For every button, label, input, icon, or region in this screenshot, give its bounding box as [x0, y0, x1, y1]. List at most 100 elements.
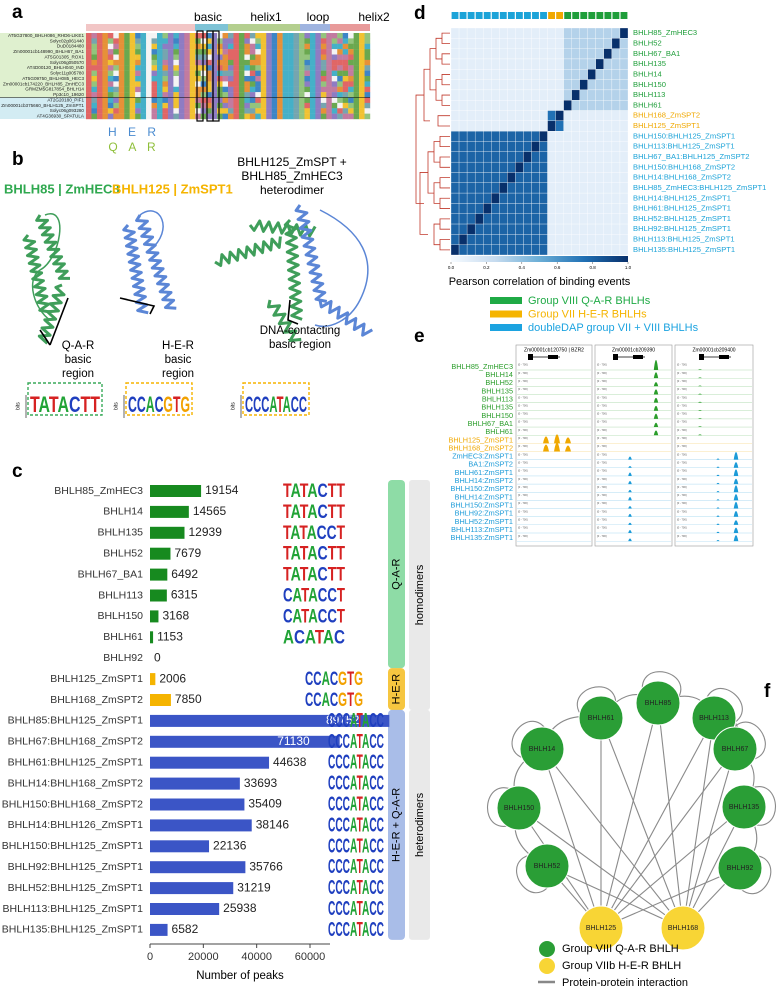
heatmap-cell [499, 223, 508, 235]
heatmap-cell [531, 244, 540, 256]
residue [96, 102, 103, 109]
motif-letter: C [369, 752, 376, 774]
motif-letter: A [307, 481, 317, 502]
residue [233, 102, 240, 109]
heatmap-cell [507, 244, 516, 256]
motif-letter: C [335, 752, 342, 774]
heatmap-cell [555, 203, 564, 214]
residue [146, 76, 152, 82]
residue [348, 108, 354, 114]
motif-logo: CCCATACC [328, 752, 384, 774]
residue [96, 65, 103, 71]
residue [189, 108, 196, 114]
track-range: [0 - 700] [677, 371, 687, 375]
heatmap-cell [579, 38, 588, 49]
motif-letter: C [318, 565, 328, 586]
residue [320, 113, 327, 120]
residue [309, 43, 316, 50]
heatmap-cell [531, 131, 540, 142]
motif-letter: A [308, 586, 318, 607]
residue [233, 92, 240, 98]
sequence-name: Solyc02g061440 [50, 38, 85, 43]
motif-letter: C [343, 710, 350, 732]
residue [157, 33, 163, 39]
residue [113, 65, 119, 71]
motif-letter: T [357, 731, 363, 753]
sequence-name: Solyc11g005780 [50, 71, 84, 76]
motif-letter: T [49, 392, 59, 417]
residue [309, 76, 316, 82]
residue [277, 70, 283, 77]
motif-letter: T [337, 523, 346, 544]
residue [288, 70, 294, 77]
dendrogram [441, 53, 450, 65]
residue [211, 81, 218, 87]
heatmap-cell [555, 244, 564, 256]
heatmap-cell [474, 58, 484, 70]
value-label: 12939 [189, 525, 223, 539]
residue [91, 33, 98, 39]
residue [124, 65, 130, 71]
heatmap-cell [571, 244, 580, 256]
residue [293, 113, 300, 120]
group-strip [588, 12, 596, 19]
residue [337, 102, 343, 109]
browser-panel [674, 344, 754, 547]
residue [320, 81, 327, 87]
residue [195, 38, 201, 44]
heatmap-cell [579, 131, 588, 142]
heatmap-cell [603, 131, 613, 142]
heatmap-cell [611, 131, 621, 142]
residue [353, 108, 360, 114]
residue [255, 81, 261, 87]
heatmap-cell [563, 100, 572, 111]
residue [309, 49, 316, 55]
group-bar [388, 709, 405, 940]
heatmap-cell [523, 110, 532, 122]
residue [157, 81, 163, 87]
x-tick-label: 20000 [188, 951, 219, 963]
motif-letter: A [283, 392, 291, 417]
gene-exon [528, 354, 533, 360]
residue [167, 43, 174, 50]
heatmap-cell [491, 172, 500, 183]
residue [86, 33, 92, 39]
residue [304, 43, 311, 50]
residue [320, 33, 327, 39]
motif-letter: C [369, 815, 376, 837]
heatmap-cell [571, 182, 580, 194]
heatmap-cell [563, 172, 572, 183]
residue [146, 97, 152, 104]
track-range: [0 - 700] [677, 428, 687, 432]
heatmap-cell [515, 234, 524, 245]
residue [266, 86, 272, 93]
category-label: BHLH113:BHLH125_ZmSPT1 [3, 903, 144, 915]
bar [150, 526, 185, 539]
motif-letter: C [261, 392, 269, 417]
heatmap-cell [523, 79, 532, 91]
residue [167, 108, 174, 114]
track-range: [0 - 700] [597, 379, 607, 383]
group-strip [540, 12, 547, 19]
heatmap-cell [491, 38, 500, 49]
residue [249, 86, 256, 93]
residue [228, 102, 234, 109]
heatmap-cell [539, 69, 548, 80]
heatmap-cell [579, 151, 588, 163]
heatmap-cell [603, 58, 613, 70]
heatmap-cell [474, 120, 484, 132]
residue [228, 113, 234, 120]
heatmap-cell [595, 89, 605, 101]
value-label: 35766 [249, 859, 283, 873]
track-range: [0 - 700] [597, 469, 607, 473]
residue [277, 102, 283, 109]
residue [348, 33, 354, 39]
residue [96, 113, 103, 120]
residue [217, 86, 223, 93]
signal-peak [628, 529, 632, 533]
residue [233, 33, 240, 39]
heatmap-cell [587, 244, 596, 256]
residue [173, 97, 180, 104]
heatmap-cell [483, 203, 492, 214]
heatmap-cell [619, 151, 629, 163]
